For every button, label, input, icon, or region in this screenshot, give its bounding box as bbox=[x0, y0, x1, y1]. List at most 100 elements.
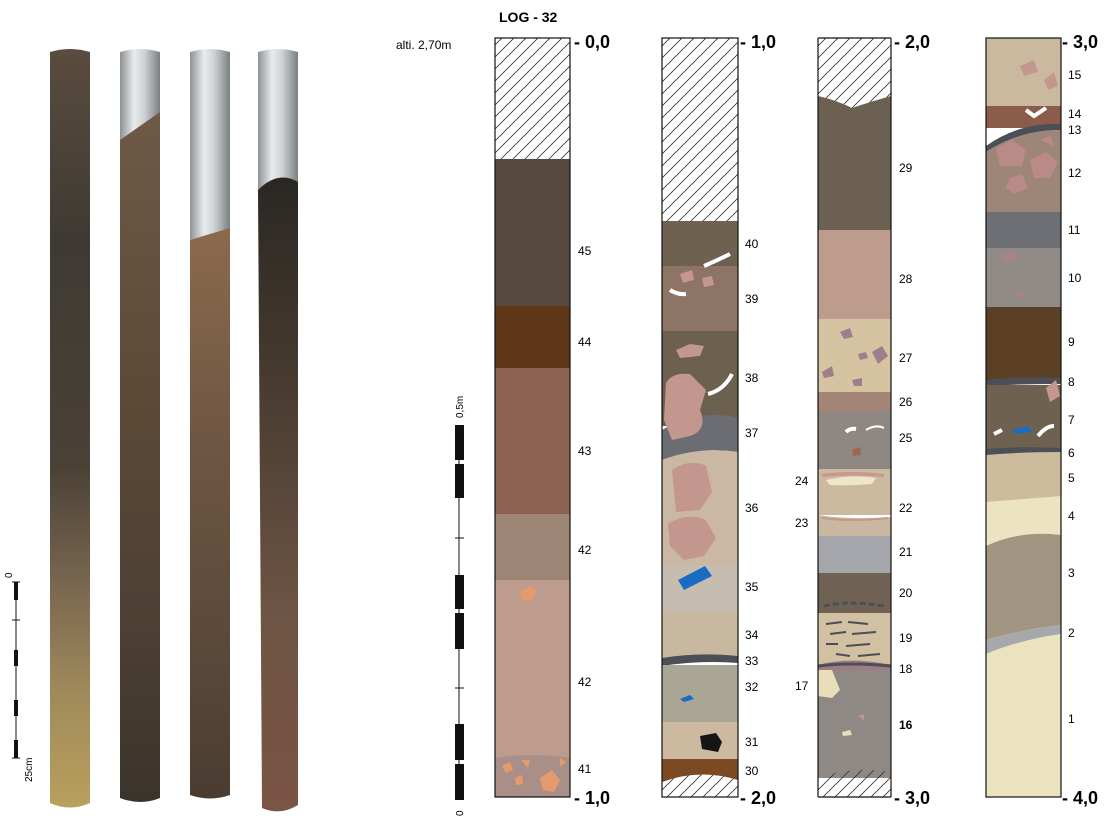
clast-blue bbox=[680, 695, 694, 702]
layer-label: 13 bbox=[1068, 123, 1082, 137]
layer-8 bbox=[986, 377, 1061, 386]
layer-40 bbox=[662, 221, 738, 266]
log-scale-end-label: 0,5m bbox=[455, 396, 466, 418]
layer-label: 42 bbox=[578, 543, 592, 557]
layer-24-light-band bbox=[826, 476, 876, 486]
layer-11 bbox=[986, 212, 1061, 248]
layer-10 bbox=[986, 248, 1061, 307]
clast-mauve bbox=[840, 328, 853, 339]
layer-43 bbox=[495, 368, 570, 514]
no-recovery-hatch bbox=[495, 38, 570, 159]
lamination bbox=[825, 621, 881, 657]
layer-label: 7 bbox=[1068, 413, 1075, 427]
layer-17 bbox=[818, 670, 840, 698]
layer-4 bbox=[986, 496, 1061, 546]
clast-orange bbox=[520, 586, 537, 601]
layer-label: 21 bbox=[899, 545, 913, 559]
layer-label: 30 bbox=[745, 764, 759, 778]
core-photo-1 bbox=[50, 49, 90, 808]
clast-mauve bbox=[822, 366, 834, 378]
clast-brown bbox=[852, 447, 861, 456]
layer-label: 1 bbox=[1068, 712, 1075, 726]
clast-pink bbox=[996, 140, 1026, 166]
layer-31 bbox=[662, 722, 738, 759]
layer-25 bbox=[818, 411, 891, 469]
clast-pink bbox=[1044, 72, 1058, 90]
photo-scale-bar: 0 25cm bbox=[4, 572, 35, 782]
shell-fragment bbox=[993, 428, 1003, 436]
layer-label: 20 bbox=[899, 586, 913, 600]
layer-label: 45 bbox=[578, 244, 592, 258]
layer-label: 27 bbox=[899, 351, 913, 365]
layer-29 bbox=[818, 96, 891, 230]
layer-9 bbox=[986, 307, 1061, 383]
layer-label: 28 bbox=[899, 272, 913, 286]
layer-label: 4 bbox=[1068, 509, 1075, 523]
layer-label: 22 bbox=[899, 501, 913, 515]
layer-label: 42 bbox=[578, 675, 592, 689]
log-scale-bar: 0,5m 0 bbox=[455, 396, 466, 816]
clast-pink bbox=[1006, 174, 1028, 194]
dark-lens bbox=[823, 601, 885, 608]
layer-label: 5 bbox=[1068, 471, 1075, 485]
layer-label: 36 bbox=[745, 501, 759, 515]
layer-23-pink-line bbox=[821, 517, 889, 521]
layer-39 bbox=[662, 266, 738, 331]
core-photo-4 bbox=[258, 49, 298, 812]
layer-label: 10 bbox=[1068, 271, 1082, 285]
layer-label: 15 bbox=[1068, 68, 1082, 82]
clast-blue bbox=[1012, 426, 1032, 434]
layer-label: 14 bbox=[1068, 107, 1082, 121]
layer-label: 37 bbox=[745, 426, 759, 440]
clast-black bbox=[700, 733, 722, 752]
layer-label: 39 bbox=[745, 292, 759, 306]
photo-scale-start-label: 0 bbox=[4, 572, 15, 578]
clast-blue bbox=[678, 566, 712, 590]
clast-pink bbox=[1014, 290, 1026, 298]
layer-label: 26 bbox=[899, 395, 913, 409]
clast-pink bbox=[702, 276, 714, 287]
clast-pink-large bbox=[668, 516, 716, 560]
layer-26 bbox=[818, 392, 891, 411]
core-photos bbox=[50, 49, 298, 812]
layer-label: 29 bbox=[899, 161, 913, 175]
layer-30 bbox=[662, 759, 738, 782]
layer-label: 12 bbox=[1068, 166, 1082, 180]
shell-fragment bbox=[1036, 424, 1055, 438]
depth-label: - 2,0 bbox=[740, 788, 776, 808]
shell-fragment bbox=[668, 288, 687, 297]
log-column-1 bbox=[494, 37, 571, 798]
no-recovery-hatch bbox=[662, 774, 738, 797]
clast-pink bbox=[858, 714, 864, 720]
layer-label: 32 bbox=[745, 680, 759, 694]
layer-label: 41 bbox=[578, 762, 592, 776]
clast-orange bbox=[515, 775, 523, 785]
clast-mauve bbox=[858, 352, 868, 360]
altitude-label: alti. 2,70m bbox=[396, 38, 451, 52]
log-title: LOG - 32 bbox=[499, 9, 558, 25]
clast-mauve bbox=[872, 346, 888, 364]
log-column-4 bbox=[985, 37, 1062, 798]
layer-42-lower bbox=[495, 580, 570, 758]
depth-label: - 1,0 bbox=[574, 788, 610, 808]
core-photo-2 bbox=[120, 49, 160, 802]
log-column-3 bbox=[817, 37, 892, 798]
depth-markers: - 0,0 - 1,0 - 1,0 - 2,0 - 2,0 - 3,0 - 3,… bbox=[574, 32, 1098, 808]
layer-label: 17 bbox=[795, 679, 809, 693]
shell-fragment bbox=[844, 426, 857, 434]
depth-label: - 2,0 bbox=[894, 32, 930, 52]
layer-19 bbox=[818, 613, 891, 665]
clast-pink bbox=[680, 270, 694, 283]
layer-1 bbox=[986, 634, 1061, 797]
layer-41 bbox=[495, 755, 570, 797]
clast-orange bbox=[502, 762, 513, 773]
dark-lens bbox=[817, 662, 892, 668]
layer-3 bbox=[986, 533, 1061, 640]
layer-label: 38 bbox=[745, 371, 759, 385]
layer-label: 19 bbox=[899, 631, 913, 645]
shell-fragment bbox=[707, 373, 734, 396]
depth-label: - 1,0 bbox=[740, 32, 776, 52]
no-recovery-hatch bbox=[818, 38, 891, 108]
photo-scale-end-label: 25cm bbox=[24, 758, 35, 782]
